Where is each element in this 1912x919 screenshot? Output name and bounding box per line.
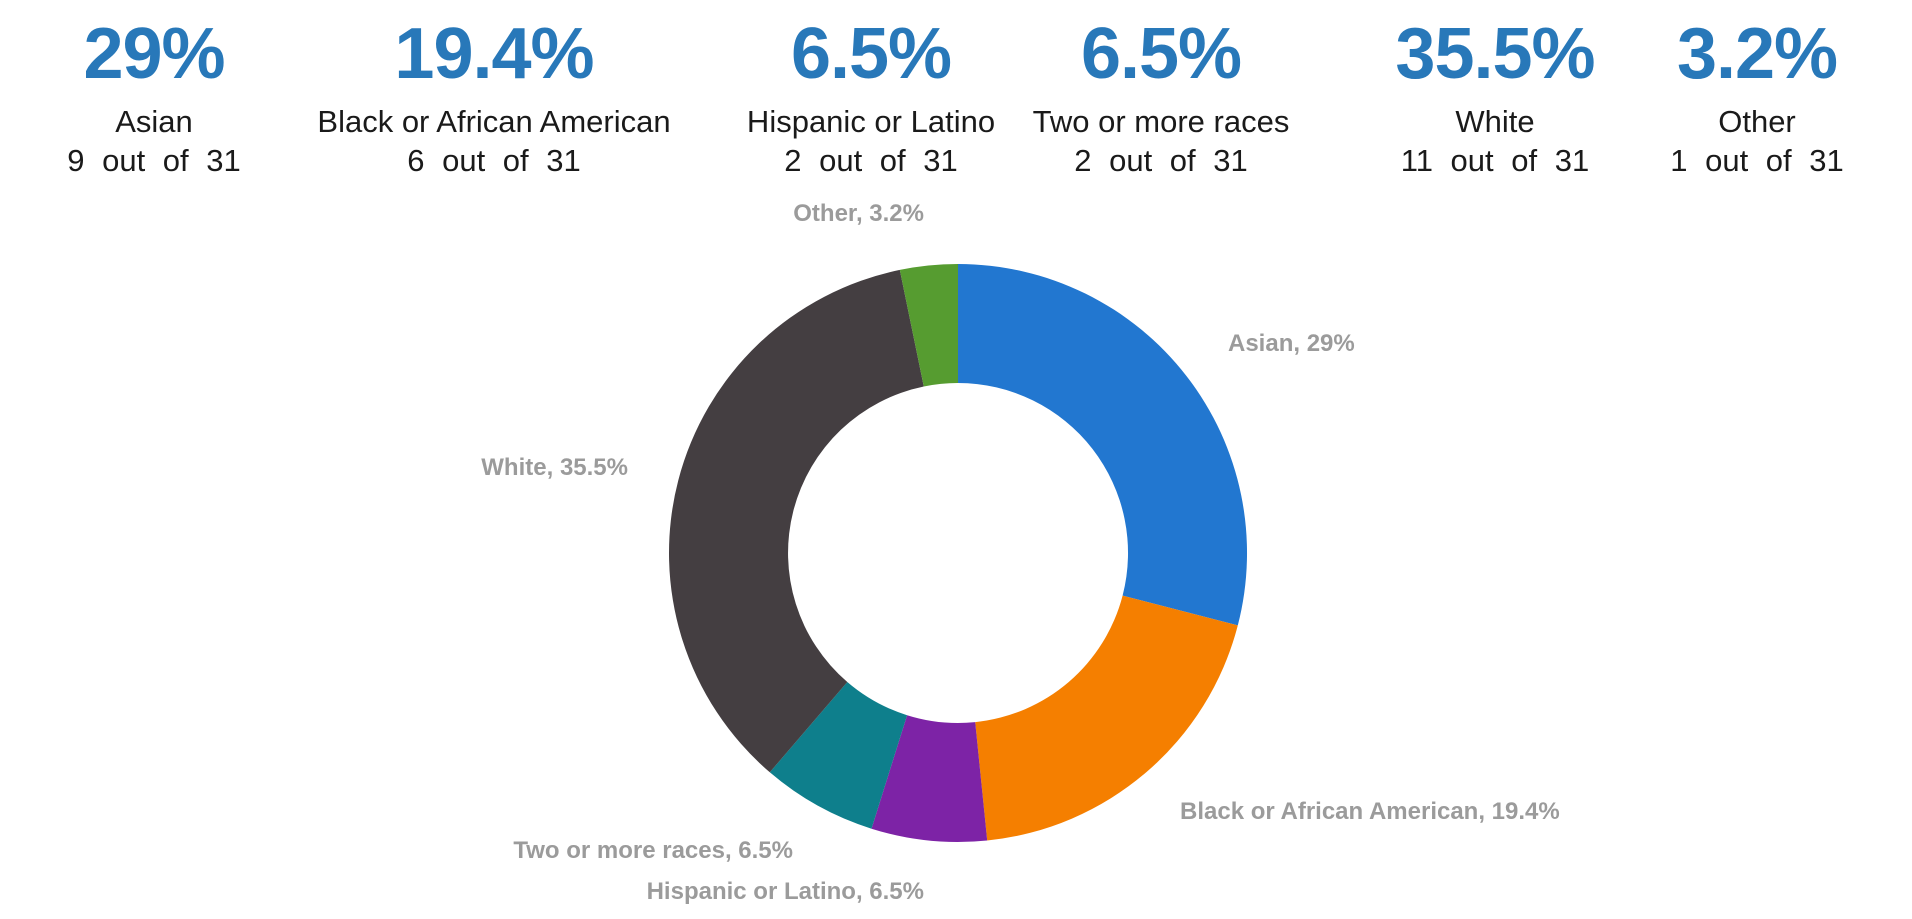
- stat-count-text: 1 out of 31: [1670, 143, 1844, 178]
- stat-count-text: 6 out of 31: [407, 143, 581, 178]
- stat-column: 6.5% Hispanic or Latino 2 out of 31: [747, 12, 995, 179]
- stat-count-text: 11 out of 31: [1400, 143, 1590, 178]
- stat-percent-value: 6.5%: [790, 14, 952, 94]
- donut-slice-callout-hispanic-or-latino: Hispanic or Latino, 6.5%: [646, 878, 924, 905]
- donut-slice-callout-two-or-more-races: Two or more races, 6.5%: [513, 837, 793, 864]
- stat-category-label: Other: [1718, 104, 1796, 139]
- stat-category-label: White: [1455, 104, 1535, 139]
- stat-category-label: Asian: [115, 104, 193, 139]
- donut-slice-hispanic-or-latino: [871, 715, 988, 842]
- donut-slice-callout-asian: Asian, 29%: [1228, 330, 1355, 357]
- stat-percent-value: 3.2%: [1676, 14, 1838, 94]
- stat-column: 3.2% Other 1 out of 31: [1670, 12, 1844, 179]
- stat-column: 19.4% Black or African American 6 out of…: [317, 12, 670, 179]
- stat-percent-value: 6.5%: [1080, 14, 1242, 94]
- donut-slice-white: [669, 269, 924, 773]
- stat-count-text: 9 out of 31: [67, 143, 241, 178]
- stat-column: 29% Asian 9 out of 31: [67, 12, 241, 179]
- stat-category-label: Hispanic or Latino: [746, 104, 996, 139]
- donut-slice-callout-white: White, 35.5%: [481, 454, 628, 481]
- stat-category-label: Two or more races: [1032, 104, 1290, 139]
- donut-slice-callout-black-or-african-american: Black or African American, 19.4%: [1180, 798, 1560, 825]
- donut-slice-two-or-more-races: [769, 682, 908, 829]
- stat-category-label: Black or African American: [317, 104, 671, 139]
- stat-count-text: 2 out of 31: [1074, 143, 1248, 178]
- stat-percent-value: 19.4%: [394, 14, 594, 94]
- stat-column: 35.5% White 11 out of 31: [1395, 12, 1595, 179]
- stat-column: 6.5% Two or more races 2 out of 31: [1033, 12, 1290, 179]
- stat-percent-value: 29%: [83, 14, 225, 94]
- donut-slice-other: [899, 263, 958, 387]
- stat-percent-value: 35.5%: [1395, 14, 1595, 94]
- donut-slice-asian: [958, 264, 1248, 626]
- stat-count-text: 2 out of 31: [784, 143, 958, 178]
- donut-slice-black-or-african-american: [975, 595, 1238, 841]
- donut-slice-callout-other: Other, 3.2%: [793, 200, 924, 227]
